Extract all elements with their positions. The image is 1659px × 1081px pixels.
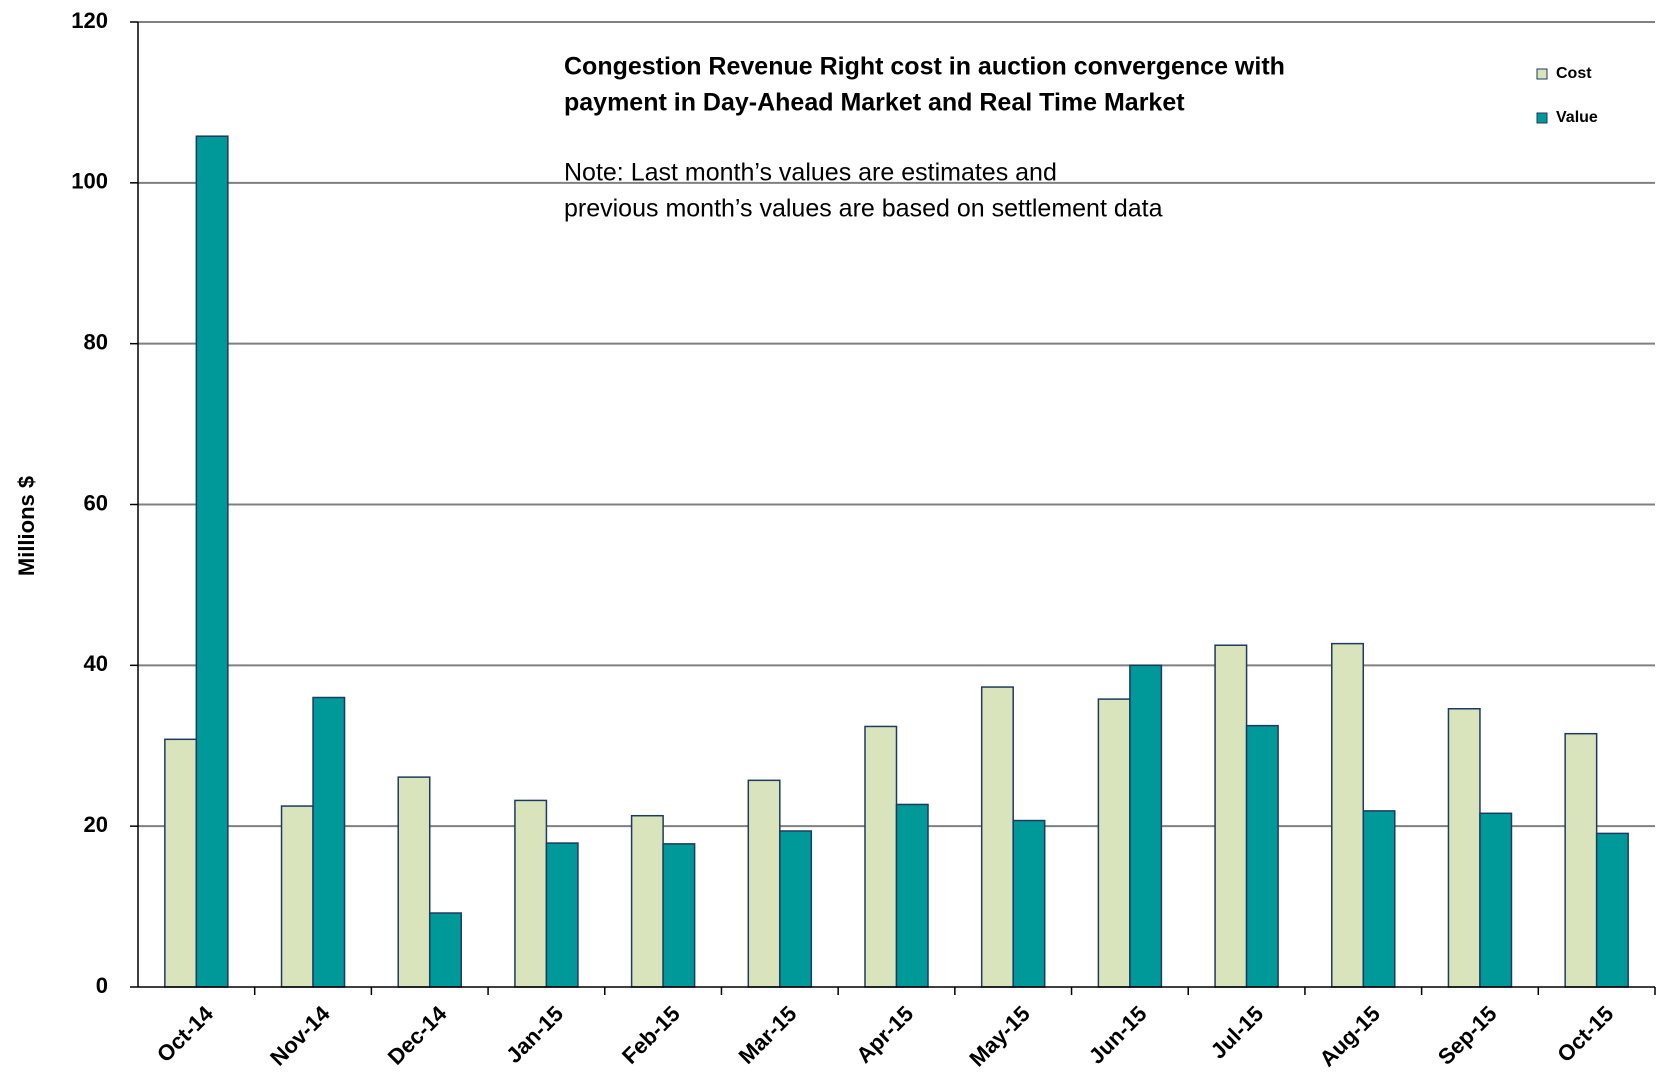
bar [1564,732,1598,988]
x-tick-label: Feb-15 [617,1001,685,1069]
x-tick-label: Oct-15 [1552,1001,1618,1067]
bar [1447,708,1481,988]
bar [895,803,929,988]
bar [514,799,548,988]
bar [1214,644,1248,988]
y-tick-label: 20 [84,812,108,837]
bar [195,135,229,988]
bar [864,725,898,988]
x-tick-label: Aug-15 [1315,1001,1385,1071]
x-tick-label: Apr-15 [851,1001,918,1068]
bar [630,814,664,988]
chart-title: Congestion Revenue Right cost in auction… [564,53,1285,81]
x-tick-label: Jan-15 [501,1001,568,1068]
bar [164,738,198,988]
bar [779,830,813,988]
y-tick-label: 100 [71,169,108,194]
bar [1129,664,1163,988]
bar [1479,812,1513,988]
x-tick-label: Jun-15 [1084,1001,1152,1069]
bar [1245,724,1279,988]
legend-label: Cost [1556,65,1592,82]
x-tick-label: Oct-14 [152,1000,219,1067]
x-tick-label: Jul-15 [1206,1001,1269,1064]
x-tick-label: Mar-15 [734,1001,802,1069]
chart-title: payment in Day-Ahead Market and Real Tim… [564,89,1185,117]
x-tick-label: Dec-14 [383,1000,452,1069]
bar [1331,642,1365,988]
y-tick-label: 120 [71,8,108,33]
legend-swatch [1536,68,1548,80]
bar [1097,698,1131,988]
y-tick-label: 40 [84,651,108,676]
bar [545,842,579,988]
y-tick-label: 80 [84,329,108,354]
bar [662,843,696,988]
x-tick-label: Nov-14 [265,1000,335,1070]
y-tick-label: 60 [84,490,108,515]
bar [1362,810,1396,988]
bar [1012,819,1046,988]
legend-label: Value [1556,109,1598,126]
y-axis-label: Millions $ [14,476,39,576]
x-tick-label: Sep-15 [1433,1001,1502,1070]
legend-swatch [1536,112,1548,124]
annotation: previous month’s values are based on set… [564,195,1163,223]
bar [980,686,1014,988]
bar [1595,832,1629,988]
x-tick-label: May-15 [964,1001,1034,1071]
y-tick-label: 0 [96,973,108,998]
bar [428,912,462,988]
bar [280,805,314,988]
bar [397,776,431,988]
bar [747,779,781,988]
bar [312,696,346,988]
